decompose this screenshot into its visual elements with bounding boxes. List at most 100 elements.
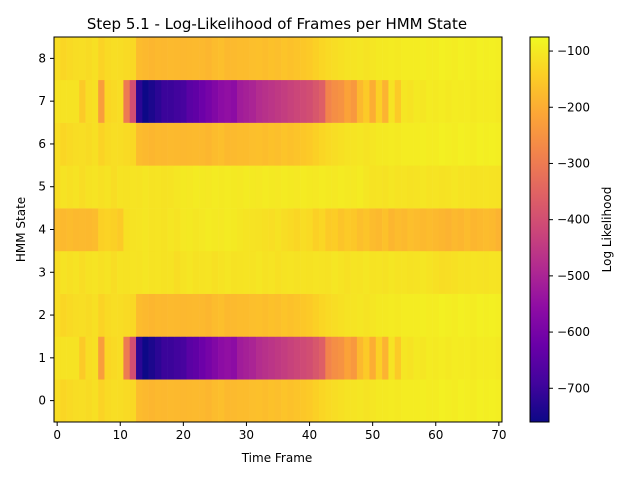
heatmap-cell	[218, 336, 225, 380]
heatmap-cell	[457, 250, 465, 294]
heatmap-cell	[173, 37, 181, 81]
heatmap-cell	[205, 336, 213, 380]
heatmap-cell	[438, 336, 446, 380]
heatmap-cell	[186, 250, 194, 294]
heatmap-cell	[167, 37, 175, 81]
heatmap-cell	[205, 122, 213, 166]
heatmap-cell	[350, 79, 358, 123]
heatmap-cell	[470, 37, 478, 81]
heatmap-cell	[91, 208, 99, 252]
heatmap-cell	[451, 336, 459, 380]
heatmap-cell	[110, 379, 118, 423]
heatmap-cell	[407, 79, 414, 123]
heatmap-cell	[312, 122, 320, 166]
heatmap-cell	[356, 208, 364, 252]
heatmap-cell	[438, 122, 446, 166]
heatmap-cell	[300, 165, 307, 209]
heatmap-cell	[79, 250, 86, 294]
heatmap-cell	[369, 250, 377, 294]
heatmap-cell	[236, 293, 244, 337]
heatmap-cell	[293, 37, 301, 81]
heatmap-cell	[249, 208, 257, 252]
heatmap-cell	[98, 208, 105, 252]
heatmap-cell	[312, 379, 320, 423]
heatmap-cell	[142, 250, 149, 294]
heatmap-cell	[123, 379, 131, 423]
heatmap-cell	[268, 336, 276, 380]
heatmap-cell	[236, 379, 244, 423]
heatmap-cell	[369, 79, 377, 123]
heatmap-cell	[60, 293, 67, 337]
heatmap-cell	[306, 293, 314, 337]
heatmap-cell	[356, 336, 364, 380]
heatmap-cell	[262, 37, 269, 81]
heatmap-cell	[451, 379, 459, 423]
heatmap-cell	[325, 79, 332, 123]
heatmap-cell	[457, 208, 465, 252]
heatmap-cell	[72, 37, 80, 81]
heatmap-cell	[495, 250, 503, 294]
heatmap-cell	[419, 79, 427, 123]
x-tick-label: 60	[428, 428, 443, 442]
heatmap-cell	[470, 379, 478, 423]
heatmap-cell	[91, 79, 99, 123]
heatmap-cell	[344, 79, 351, 123]
heatmap-cell	[419, 122, 427, 166]
heatmap-cell	[281, 250, 288, 294]
heatmap-cell	[142, 79, 149, 123]
heatmap-cell	[274, 379, 282, 423]
heatmap-cell	[350, 208, 358, 252]
heatmap-cell	[66, 37, 74, 81]
heatmap-cell	[457, 79, 465, 123]
heatmap-cell	[192, 250, 200, 294]
heatmap-cell	[337, 79, 345, 123]
heatmap-cell	[375, 165, 383, 209]
heatmap-cell	[192, 165, 200, 209]
heatmap-cell	[394, 79, 402, 123]
heatmap-cell	[438, 37, 446, 81]
heatmap-cell	[167, 122, 175, 166]
heatmap-cell	[142, 37, 149, 81]
heatmap-cell	[426, 165, 433, 209]
heatmap-cell	[79, 37, 86, 81]
heatmap-cell	[262, 379, 269, 423]
heatmap-cell	[98, 79, 105, 123]
heatmap-cell	[388, 79, 396, 123]
y-tick-label: 8	[38, 51, 46, 65]
heatmap-cell	[54, 293, 61, 337]
heatmap-cell	[205, 250, 213, 294]
heatmap-cell	[350, 250, 358, 294]
heatmap-cell	[148, 37, 156, 81]
heatmap-cell	[148, 379, 156, 423]
heatmap-cell	[154, 37, 162, 81]
heatmap-cell	[281, 37, 288, 81]
heatmap-cell	[476, 37, 484, 81]
heatmap-cell	[413, 336, 421, 380]
heatmap-cell	[388, 122, 396, 166]
heatmap-cell	[331, 379, 339, 423]
heatmap-cell	[319, 165, 326, 209]
heatmap-cell	[331, 165, 339, 209]
heatmap-cell	[218, 79, 225, 123]
heatmap-cell	[331, 250, 339, 294]
heatmap-cell	[300, 250, 307, 294]
heatmap-cell	[129, 79, 137, 123]
heatmap-cell	[457, 336, 465, 380]
heatmap-cell	[230, 208, 238, 252]
heatmap-cell	[401, 122, 408, 166]
heatmap-cell	[464, 250, 471, 294]
heatmap-cell	[312, 79, 320, 123]
heatmap-cell	[432, 37, 440, 81]
heatmap-cell	[262, 79, 269, 123]
heatmap-cell	[211, 37, 219, 81]
heatmap-cell	[268, 379, 276, 423]
heatmap-cell	[401, 165, 408, 209]
heatmap-cell	[369, 336, 377, 380]
y-tick-label: 3	[38, 265, 46, 279]
heatmap-cell	[104, 122, 112, 166]
heatmap-cell	[350, 336, 358, 380]
heatmap-cell	[350, 165, 358, 209]
heatmap-cell	[60, 79, 67, 123]
heatmap-cell	[287, 293, 295, 337]
heatmap-cell	[356, 379, 364, 423]
